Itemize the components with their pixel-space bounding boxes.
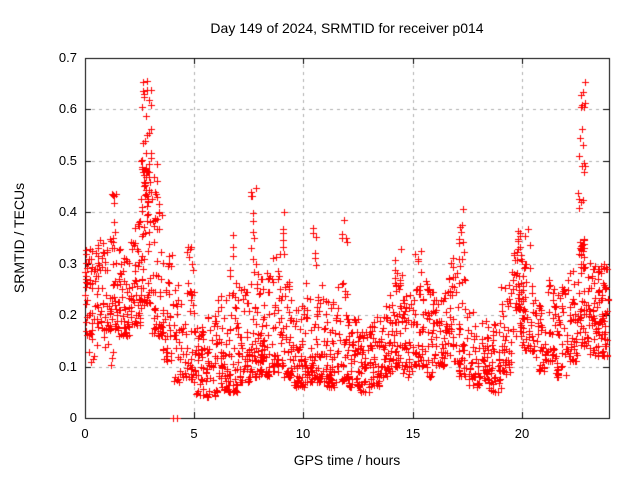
- y-tick-label: 0.2: [58, 307, 77, 322]
- y-tick-label: 0.6: [58, 101, 77, 116]
- x-tick-label: 0: [81, 426, 89, 441]
- x-tick-label: 15: [405, 426, 421, 441]
- y-tick-label: 0.1: [58, 359, 77, 374]
- y-tick-label: 0.4: [58, 204, 77, 219]
- y-tick-label: 0.5: [58, 153, 77, 168]
- x-tick-label: 10: [295, 426, 311, 441]
- chart-title: Day 149 of 2024, SRMTID for receiver p01…: [210, 20, 484, 36]
- x-tick-label: 20: [514, 426, 530, 441]
- y-tick-label: 0.7: [58, 50, 77, 65]
- x-tick-label: 5: [190, 426, 198, 441]
- y-tick-label: 0.3: [58, 256, 77, 271]
- x-axis-label: GPS time / hours: [293, 452, 401, 468]
- y-tick-label: 0: [69, 410, 77, 425]
